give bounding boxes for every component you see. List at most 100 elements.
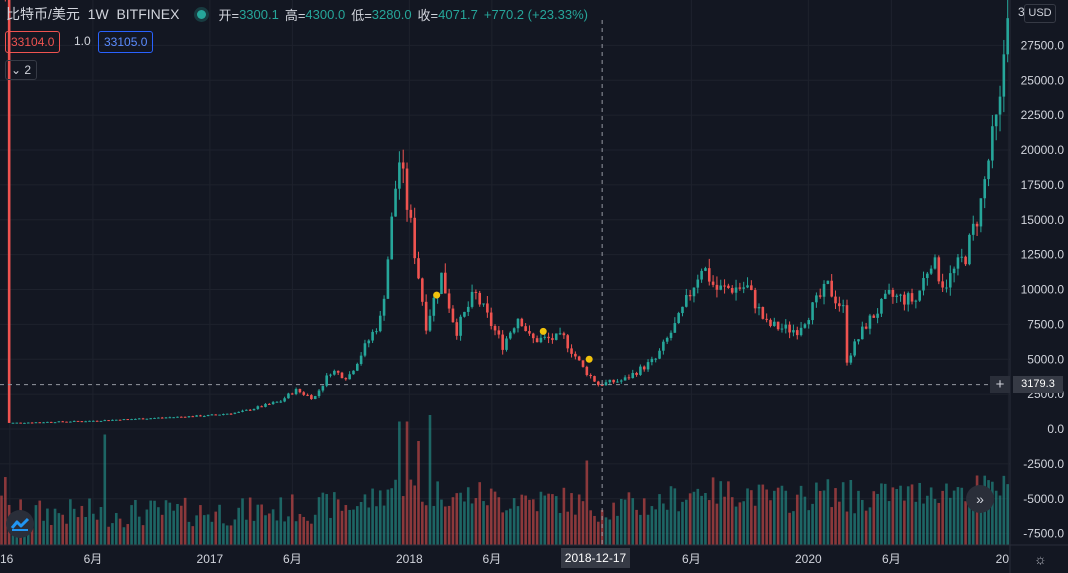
candle-body <box>447 293 451 309</box>
volume-bar <box>340 510 344 545</box>
candle-body <box>76 420 80 422</box>
candle-body <box>864 326 868 329</box>
volume-bar <box>317 497 321 545</box>
volume-bar <box>830 507 833 545</box>
y-tick-label: 25000.0 <box>1021 73 1065 87</box>
candle <box>608 379 612 385</box>
candle-body <box>30 422 34 424</box>
candle-body <box>290 393 294 395</box>
candle <box>707 258 711 286</box>
fast-forward-icon[interactable]: » <box>966 485 994 513</box>
y-tick-label: 5000.0 <box>1027 352 1064 366</box>
candle-body <box>623 377 627 381</box>
volume-bar <box>964 501 967 545</box>
candle <box>642 365 646 372</box>
candle-body <box>206 414 210 417</box>
candle <box>669 330 673 341</box>
volume-bar <box>746 488 749 545</box>
candle <box>926 271 929 286</box>
buy-button[interactable]: 33105.0 <box>98 31 154 53</box>
volume-bar <box>554 496 558 545</box>
candle <box>80 420 84 423</box>
candle-body <box>310 395 313 400</box>
candle <box>857 339 860 345</box>
candle <box>229 413 233 415</box>
volume-bar <box>577 494 581 545</box>
candle-body <box>432 297 436 316</box>
change-value: +770.2 (+23.33%) <box>483 6 588 22</box>
volume-bar <box>834 488 837 545</box>
candle <box>891 287 895 304</box>
candle-body <box>486 303 489 313</box>
candle-body <box>551 338 554 340</box>
candle <box>421 277 424 306</box>
volume-bar <box>784 490 788 545</box>
volume-bar <box>65 523 68 545</box>
candle <box>294 387 298 396</box>
candle <box>153 417 156 419</box>
candle <box>853 338 856 358</box>
volume-bar <box>681 501 684 545</box>
candle <box>375 328 378 335</box>
candle-body <box>371 331 374 341</box>
plus-icon[interactable]: + <box>990 376 1010 393</box>
volume-bar <box>428 415 432 545</box>
candle-body <box>639 366 642 375</box>
candle <box>405 162 409 222</box>
volume-bar <box>470 503 474 545</box>
candle-body <box>69 421 72 423</box>
volume-bar <box>466 487 470 545</box>
candle-body <box>914 300 918 302</box>
candle <box>960 248 964 263</box>
close-label: 收= <box>417 7 439 23</box>
volume-bar <box>405 421 409 545</box>
volume-bar <box>114 513 118 545</box>
quantity-label[interactable]: 1.0 <box>74 34 91 48</box>
volume-bar <box>287 516 290 545</box>
volume-bar <box>489 488 493 545</box>
candle <box>734 279 738 301</box>
candle <box>593 375 596 382</box>
volume-bar <box>111 523 114 545</box>
gear-icon[interactable]: ☼ <box>1034 551 1047 567</box>
volume-bar <box>160 514 164 545</box>
candle-body <box>65 421 68 423</box>
candle-body <box>899 294 902 296</box>
volume-bar <box>237 507 240 545</box>
volume-bar <box>141 525 145 545</box>
candle-body <box>788 324 791 333</box>
candle <box>432 294 436 322</box>
candle-body <box>199 415 202 417</box>
candle <box>53 422 57 424</box>
candle-body <box>168 417 172 419</box>
candle <box>799 321 803 337</box>
volume-bar <box>191 526 195 545</box>
candle <box>306 393 309 397</box>
candle <box>493 324 497 336</box>
candle <box>466 301 470 317</box>
candle-body <box>929 268 933 274</box>
candle <box>157 417 160 419</box>
candle-body <box>677 313 680 324</box>
volume-bar <box>505 510 508 545</box>
volume-bar <box>260 504 263 545</box>
volume-bar <box>348 509 351 545</box>
volume-bar <box>585 460 589 545</box>
tradingview-logo-icon[interactable] <box>6 510 34 538</box>
candle <box>355 362 359 372</box>
indicators-collapse-button[interactable]: ⌄ 2 <box>5 60 38 80</box>
sell-button[interactable]: 33104.0 <box>5 31 61 53</box>
candle <box>895 293 899 304</box>
volume-bar <box>103 434 107 545</box>
candle-body <box>149 418 153 420</box>
open-label: 开= <box>218 7 240 23</box>
currency-button[interactable]: USD <box>1024 4 1056 23</box>
candle-body <box>719 285 723 290</box>
candle-body <box>773 321 776 326</box>
candle <box>841 299 845 313</box>
candle-body <box>799 327 803 336</box>
volume-bar <box>344 505 348 545</box>
symbol-label[interactable]: 比特币/美元 1W BITFINEX <box>6 4 179 24</box>
candle <box>570 344 573 358</box>
